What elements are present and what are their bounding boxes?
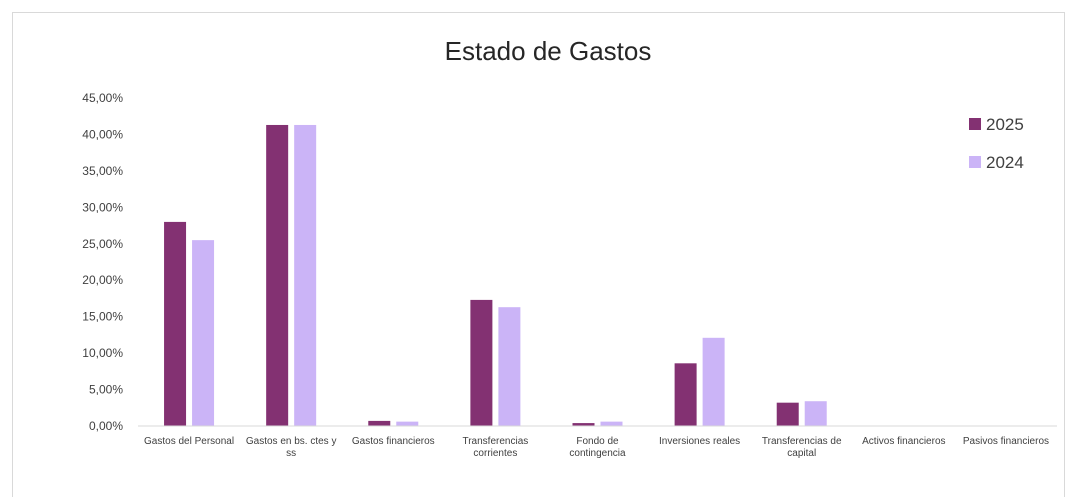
x-category-label: Activos financieros	[862, 436, 945, 447]
y-tick-label: 0,00%	[89, 419, 123, 433]
x-category-label: Gastos del Personal	[144, 436, 234, 447]
y-tick-label: 40,00%	[82, 127, 123, 141]
y-tick-label: 20,00%	[82, 273, 123, 287]
x-category-label: Transferencias corrientes	[462, 436, 528, 459]
bar-2024-5	[702, 337, 725, 426]
legend-swatch-2024	[969, 156, 981, 168]
bar-2024-1	[294, 124, 317, 427]
bar-2024-3	[498, 307, 521, 426]
y-tick-label: 25,00%	[82, 237, 123, 251]
bar-2025-0	[164, 221, 187, 426]
y-tick-label: 35,00%	[82, 164, 123, 178]
y-tick-label: 45,00%	[82, 91, 123, 105]
bar-2024-4	[600, 421, 623, 426]
chart-frame	[12, 12, 1065, 497]
bar-2025-6	[776, 402, 799, 426]
y-tick-label: 5,00%	[89, 383, 123, 397]
bar-2024-0	[192, 240, 215, 426]
legend: 2025 2024	[969, 115, 1024, 172]
y-axis: 0,00% 5,00% 10,00% 15,00% 20,00% 25,00% 30,00%…	[82, 91, 123, 433]
y-tick-label: 30,00%	[82, 200, 123, 214]
bar-2025-2	[368, 420, 391, 426]
legend-swatch-2025	[969, 118, 981, 130]
bar-2024-6	[804, 401, 827, 426]
x-category-label: Gastos financieros	[352, 436, 435, 447]
bar-2025-1	[266, 124, 289, 427]
bars	[164, 124, 827, 427]
chart-title: Estado de Gastos	[445, 36, 652, 66]
x-category-label: Transferencias de capital	[762, 436, 842, 459]
x-category-label: Pasivos financieros	[963, 436, 1049, 447]
bar-2024-2	[396, 421, 419, 426]
x-category-label: Inversiones reales	[659, 436, 740, 447]
bar-2025-5	[674, 363, 697, 426]
y-tick-label: 10,00%	[82, 346, 123, 360]
x-category-label: Fondo de contingencia	[569, 436, 626, 459]
y-tick-label: 15,00%	[82, 310, 123, 324]
legend-label-2024: 2024	[986, 153, 1024, 172]
legend-label-2025: 2025	[986, 115, 1024, 134]
bar-2025-4	[572, 423, 595, 426]
bar-2025-3	[470, 299, 493, 426]
x-category-label: Gastos en bs. ctes y ss	[246, 436, 337, 459]
